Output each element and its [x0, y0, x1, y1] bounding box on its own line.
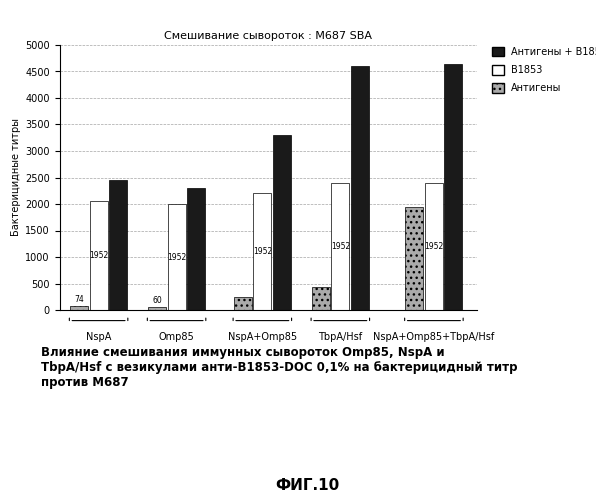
Text: 60: 60 [152, 296, 162, 304]
Y-axis label: Бактерицидные титры: Бактерицидные титры [11, 118, 21, 236]
Bar [351, 66, 369, 310]
Text: 1952: 1952 [331, 242, 350, 251]
Text: TbpA/Hsf: TbpA/Hsf [318, 332, 362, 342]
Bar [253, 194, 271, 310]
Text: 74: 74 [74, 295, 84, 304]
Text: NspA+Omp85: NspA+Omp85 [228, 332, 297, 342]
Bar [405, 206, 423, 310]
Bar [331, 183, 349, 310]
Bar [273, 135, 291, 310]
Bar [70, 306, 88, 310]
Bar [167, 204, 185, 310]
Text: Влияние смешивания иммунных сывороток Omp85, NspA и
TbpA/Hsf с везикулами анти-B: Влияние смешивания иммунных сывороток Om… [41, 346, 517, 389]
Bar [89, 202, 107, 310]
Text: 1952: 1952 [167, 252, 186, 262]
Legend: Антигены + B1853, B1853, Антигены: Антигены + B1853, B1853, Антигены [490, 44, 596, 95]
Text: ФИГ.10: ФИГ.10 [275, 478, 339, 494]
Text: 1952: 1952 [253, 247, 272, 256]
Text: 1952: 1952 [89, 251, 108, 260]
Text: 1952: 1952 [424, 242, 443, 251]
Bar [425, 183, 443, 310]
Bar [445, 64, 462, 310]
Bar [148, 307, 166, 310]
Bar [234, 296, 252, 310]
Text: NspA+Omp85+TbpA/Hsf: NspA+Omp85+TbpA/Hsf [373, 332, 495, 342]
Bar [187, 188, 205, 310]
Text: NspA: NspA [86, 332, 111, 342]
Title: Смешивание сывороток : M687 SBA: Смешивание сывороток : M687 SBA [164, 32, 372, 42]
Bar [312, 287, 330, 310]
Bar [109, 180, 127, 310]
Text: Omp85: Omp85 [159, 332, 194, 342]
